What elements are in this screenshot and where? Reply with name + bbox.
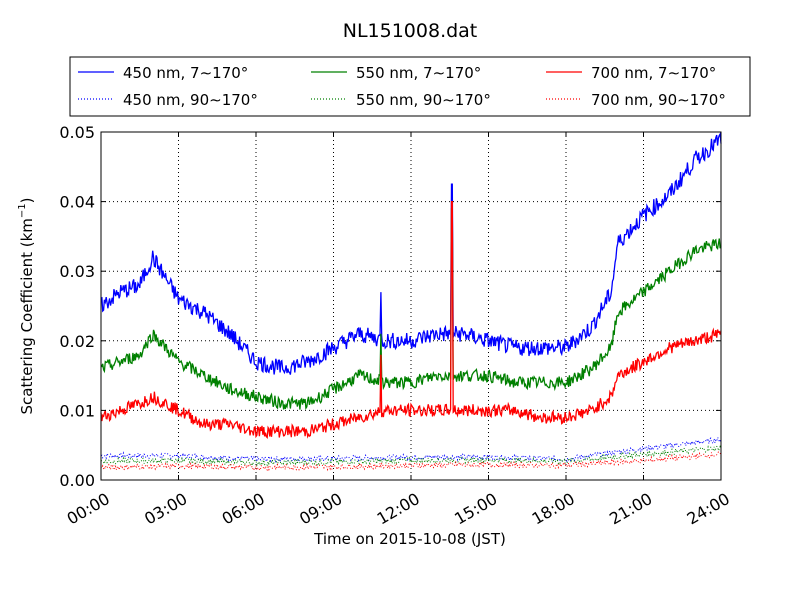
x-tick-label: 12:00 — [374, 489, 423, 529]
y-tick-label: 0.05 — [59, 123, 95, 142]
y-tick-label: 0.02 — [59, 332, 95, 351]
legend-label: 550 nm, 7∼170° — [356, 64, 481, 82]
x-tick-label: 03:00 — [141, 489, 190, 529]
x-tick-label: 15:00 — [451, 489, 500, 529]
x-tick-label: 09:00 — [296, 489, 345, 529]
series-line-5 — [100, 451, 722, 472]
x-tick-label: 24:00 — [684, 489, 733, 529]
series-line-0 — [100, 132, 722, 375]
series-layer — [100, 132, 722, 472]
y-tick-label: 0.01 — [59, 401, 95, 420]
legend-label: 550 nm, 90∼170° — [356, 91, 491, 109]
x-tick-label: 18:00 — [529, 489, 578, 529]
x-axis-label: Time on 2015-10-08 (JST) — [313, 530, 506, 548]
legend-frame — [69, 56, 751, 117]
legend-label: 700 nm, 90∼170° — [591, 91, 726, 109]
y-axis-label: Scattering Coefficient (km−1) — [17, 197, 36, 414]
y-axis-label-tail: ) — [18, 197, 36, 203]
x-tick-label: 21:00 — [606, 489, 655, 529]
plot-area: 0.00 0.01 0.02 0.03 0.04 0.05 00:00 03:00 06:00… — [59, 123, 733, 529]
y-tick-label: 0.03 — [59, 262, 95, 281]
y-tick-label: 0.04 — [59, 193, 95, 212]
y-axis-label-sup: −1 — [17, 203, 28, 218]
y-axis: 0.00 0.01 0.02 0.03 0.04 0.05 — [59, 123, 721, 490]
legend-label: 450 nm, 90∼170° — [123, 91, 258, 109]
svg-text:Scattering Coefficient (km−1): Scattering Coefficient (km−1) — [17, 197, 36, 414]
y-axis-label-main: Scattering Coefficient (km — [18, 218, 36, 414]
legend: 450 nm, 7∼170° 550 nm, 7∼170° 700 nm, 7∼17… — [69, 56, 751, 117]
y-tick-label: 0.00 — [59, 471, 95, 490]
series-line-3 — [100, 436, 722, 464]
chart-title: NL151008.dat — [343, 20, 478, 42]
legend-label: 700 nm, 7∼170° — [591, 64, 716, 82]
series-line-2 — [100, 200, 722, 439]
series-line-1 — [100, 207, 722, 411]
x-tick-label: 06:00 — [219, 489, 268, 529]
grid-lines — [101, 132, 721, 480]
legend-label: 450 nm, 7∼170° — [123, 64, 248, 82]
x-tick-label: 00:00 — [64, 489, 113, 529]
